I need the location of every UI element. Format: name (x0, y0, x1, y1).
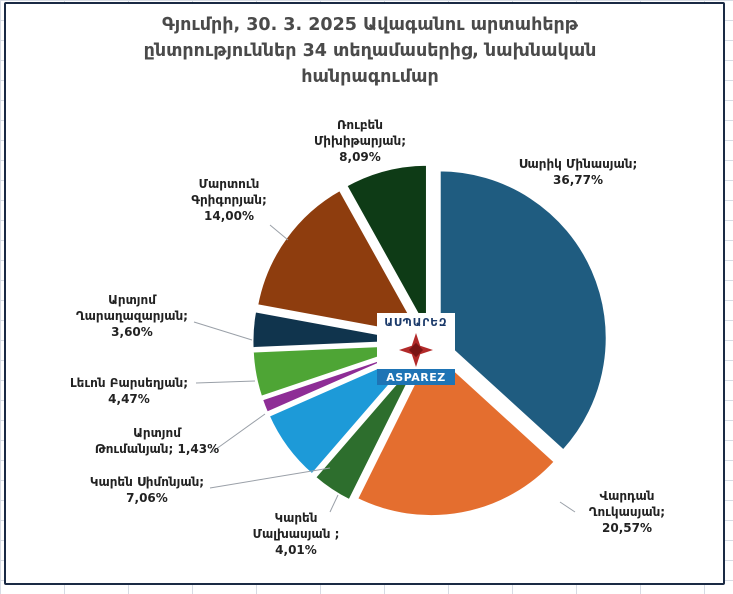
chart-title-line-3: հանրագումար (301, 67, 439, 87)
leader-line-6 (195, 380, 256, 384)
slice-label-3: Կարեն Մալխասյան ; 4,01% (253, 511, 340, 557)
slice-label-7: Արտյոմ Ղարաղազարյան; 3,60% (76, 293, 188, 339)
logo-latin-text: ASPAREZ (386, 371, 445, 384)
chart-title-line-1: Գյումրի, 30. 3. 2025 Ավագանու արտահերթ (161, 15, 579, 35)
chart-title-line-2: ընտրություններ 34 տեղամասերից, նախնական (143, 41, 597, 61)
pie-slices (250, 162, 609, 519)
leader-line-7 (193, 321, 253, 341)
slice-label-1: Սարիկ Մինասյան; 36,77% (519, 157, 638, 187)
leader-line-2 (559, 501, 576, 513)
pie-slice-3 (312, 349, 426, 503)
pie-slice-1 (437, 168, 609, 454)
leader-line-5 (211, 413, 266, 453)
slice-label-8: Մարտուն Գրիգորյան; 14,00% (191, 177, 267, 223)
slice-label-4: Կարեն Սիմոնյան; 7,06% (90, 475, 204, 505)
leader-line-3 (329, 494, 339, 513)
leader-line-8 (269, 224, 289, 241)
slice-label-5: Արտյոմ Թումանյան; 1,43% (95, 426, 219, 456)
slice-labels: Սարիկ Մինասյան; 36,77% Վարդան Ղուկասյան; 20,… (70, 118, 665, 557)
leader-lines (193, 224, 576, 513)
logo-bottom-bar (377, 369, 455, 385)
slice-label-6: Լեւոն Բարսեղյան; 4,47% (70, 376, 188, 406)
slice-label-9: Ռուբեն Միխիթարյան; 8,09% (314, 118, 406, 164)
logo-emblem-center-icon (408, 342, 424, 358)
leader-line-4 (209, 467, 331, 489)
slice-label-2: Վարդան Ղուկասյան; 20,57% (589, 489, 665, 535)
chart-title: Գյումրի, 30. 3. 2025 Ավագանու արտահերթ ը… (90, 12, 650, 90)
logo-armenian-text: ԱՍՊԱՐԵԶ (384, 317, 447, 329)
pie-slice-9 (343, 162, 429, 339)
asparez-logo: ԱՍՊԱՐԵԶ ASPAREZ (377, 313, 455, 385)
pie-slice-2 (354, 346, 558, 519)
